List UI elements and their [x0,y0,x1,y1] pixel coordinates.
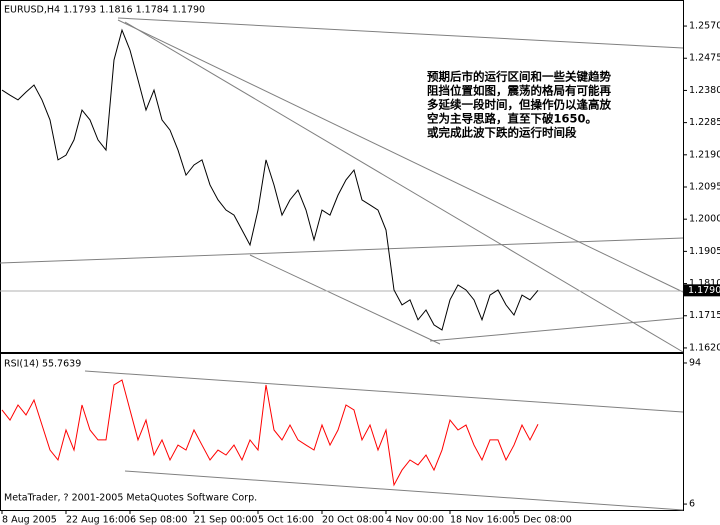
x-tick-label: 8 Aug 2005 [2,515,57,525]
chart-title: EURUSD,H4 1.1793 1.1816 1.1784 1.1790 [4,5,205,16]
annotation-line: 阻挡位置如图，震荡的格局有可能再 [427,84,611,98]
y-tick-label: 1.1715 [689,310,720,321]
trendline [124,21,684,353]
x-tick-label: 20 Oct 08:00 [322,515,384,525]
x-tick-label: 5 Dec 08:00 [514,515,572,525]
annotation-line: 空为主导思路，直至下破1650。 [427,112,597,126]
y-tick-label: 1.2380 [689,85,720,96]
rsi-panel [0,353,684,511]
current-price-label: 1.1790 [688,285,720,296]
trendline [429,317,684,342]
y-tick-label: 6 [689,499,695,510]
x-tick-label: 18 Nov 16:00 [450,515,514,525]
y-tick-label: 1.2475 [689,53,720,64]
trendlines [0,17,684,511]
x-tick-label: 22 Aug 16:00 [66,515,130,525]
x-tick-label: 5 Oct 16:00 [258,515,314,525]
y-tick-label: 1.2000 [689,214,720,225]
trendline [249,254,441,345]
x-tick-label: 4 Nov 00:00 [386,515,444,525]
y-tick-label: 94 [689,357,701,368]
trendline [84,370,684,413]
y-tick-label: 1.1905 [689,246,720,257]
y-tick-label: 1.2190 [689,149,720,160]
y-tick-label: 1.2285 [689,117,720,128]
y-tick-label: 1.1620 [689,342,720,353]
annotation-line: 预期后市的运行区间和一些关键趋势 [427,70,611,84]
series-line [1,379,539,487]
price-panel [0,0,684,353]
annotation-line: 或完成此波下跌的运行时间段 [427,126,577,140]
x-tick-label: 21 Sep 00:00 [194,515,257,525]
trendline [124,470,684,511]
trendline [117,17,684,49]
trendline [0,237,684,264]
rsi-title: RSI(14) 55.7639 [4,359,81,370]
x-tick-label: 6 Sep 08:00 [130,515,187,525]
annotation-line: 多延续一段时间，但操作仍以逢高放 [427,98,611,112]
annotation: 预期后市的运行区间和一些关键趋势阻挡位置如图，震荡的格局有可能再多延续一段时间，… [427,70,611,140]
y-tick-label: 1.2570 [689,21,720,32]
series-line [1,28,539,331]
y-tick-label: 1.1810 [689,278,720,289]
copyright: MetaTrader, ? 2001-2005 MetaQuotes Softw… [4,493,257,504]
trendline [117,19,684,293]
current-price-box [684,284,720,297]
y-tick-label: 1.2095 [689,181,720,192]
